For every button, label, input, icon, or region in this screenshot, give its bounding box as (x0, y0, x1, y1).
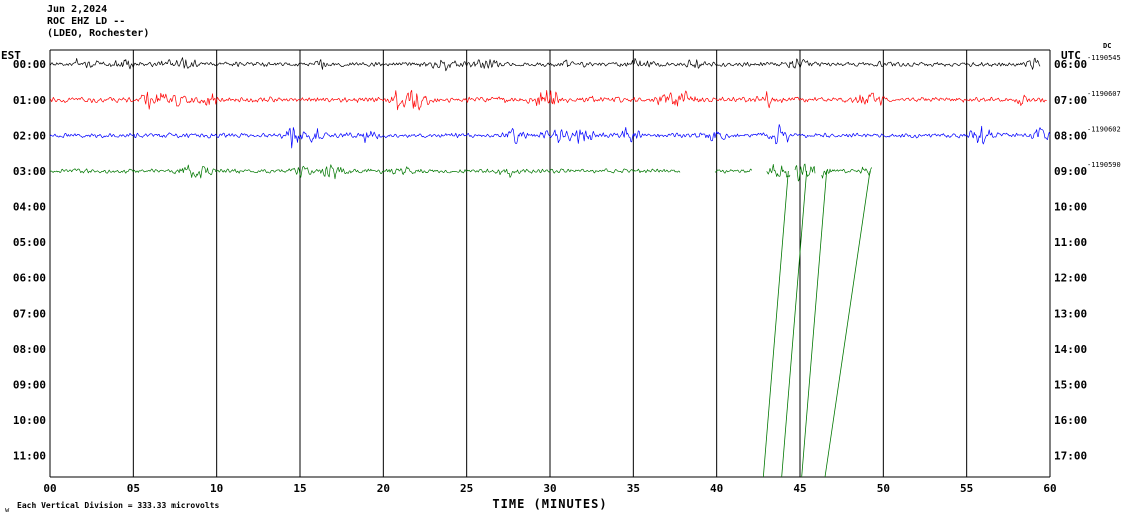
seismo-trace (49, 57, 1041, 72)
artifact-line (824, 170, 871, 478)
right-time-label: 09:00 (1054, 165, 1087, 178)
seismo-trace (794, 163, 816, 182)
header-date: Jun 2,2024 (47, 4, 108, 15)
left-time-label: 09:00 (13, 378, 46, 391)
x-tick-label: 20 (377, 482, 390, 495)
seismo-trace (49, 164, 681, 180)
header-station-code: ROC EHZ LD -- (47, 16, 126, 27)
x-tick-label: 60 (1043, 482, 1056, 495)
x-tick-label: 15 (293, 482, 306, 495)
right-time-label: 14:00 (1054, 343, 1087, 356)
right-time-label: 15:00 (1054, 378, 1087, 391)
x-tick-label: 30 (543, 482, 556, 495)
left-time-label: 04:00 (13, 201, 46, 214)
right-time-label: 11:00 (1054, 236, 1087, 249)
x-tick-label: 00 (43, 482, 56, 495)
dc-column-label: DC (1103, 42, 1112, 50)
right-time-label: 17:00 (1054, 450, 1087, 463)
right-time-label: 06:00 (1054, 58, 1087, 71)
x-tick-label: 40 (710, 482, 723, 495)
right-time-label: 10:00 (1054, 201, 1087, 214)
vertical-scale-note: Each Vertical Division = 333.33 microvol… (17, 501, 220, 510)
x-axis-title: TIME (MINUTES) (492, 497, 608, 511)
corner-mark: w (5, 506, 10, 514)
seismo-trace (49, 124, 1051, 149)
right-time-label: 08:00 (1054, 129, 1087, 142)
left-time-label: 07:00 (13, 307, 46, 320)
artifact-line (781, 170, 808, 478)
left-time-label: 06:00 (13, 272, 46, 285)
left-time-label: 08:00 (13, 343, 46, 356)
x-tick-label: 35 (627, 482, 640, 495)
dc-offset-label: -1190590 (1087, 161, 1121, 169)
right-time-label: 13:00 (1054, 307, 1087, 320)
left-time-label: 01:00 (13, 94, 46, 107)
left-time-label: 11:00 (13, 450, 46, 463)
right-timezone-label: UTC (1061, 49, 1081, 62)
dc-offset-label: -1190602 (1087, 125, 1121, 133)
x-tick-label: 45 (793, 482, 806, 495)
seismo-trace (49, 89, 1047, 111)
right-time-label: 07:00 (1054, 94, 1087, 107)
left-time-label: 00:00 (13, 58, 46, 71)
artifact-line (801, 170, 828, 478)
left-time-label: 02:00 (13, 129, 46, 142)
dc-offset-label: -1190607 (1087, 90, 1121, 98)
artifact-line (762, 170, 789, 478)
x-tick-label: 55 (960, 482, 973, 495)
left-time-label: 03:00 (13, 165, 46, 178)
x-tick-label: 05 (127, 482, 140, 495)
x-tick-label: 25 (460, 482, 473, 495)
left-time-label: 10:00 (13, 414, 46, 427)
left-timezone-label: EST (1, 49, 21, 62)
x-tick-label: 50 (877, 482, 890, 495)
seismo-trace (766, 164, 791, 178)
x-tick-label: 10 (210, 482, 223, 495)
left-time-label: 05:00 (13, 236, 46, 249)
dc-offset-label: -1190545 (1087, 54, 1121, 62)
header-network-name: (LDEO, Rochester) (47, 28, 150, 39)
right-time-label: 12:00 (1054, 272, 1087, 285)
right-time-label: 16:00 (1054, 414, 1087, 427)
seismo-trace (714, 168, 752, 174)
seismo-trace (821, 166, 873, 179)
